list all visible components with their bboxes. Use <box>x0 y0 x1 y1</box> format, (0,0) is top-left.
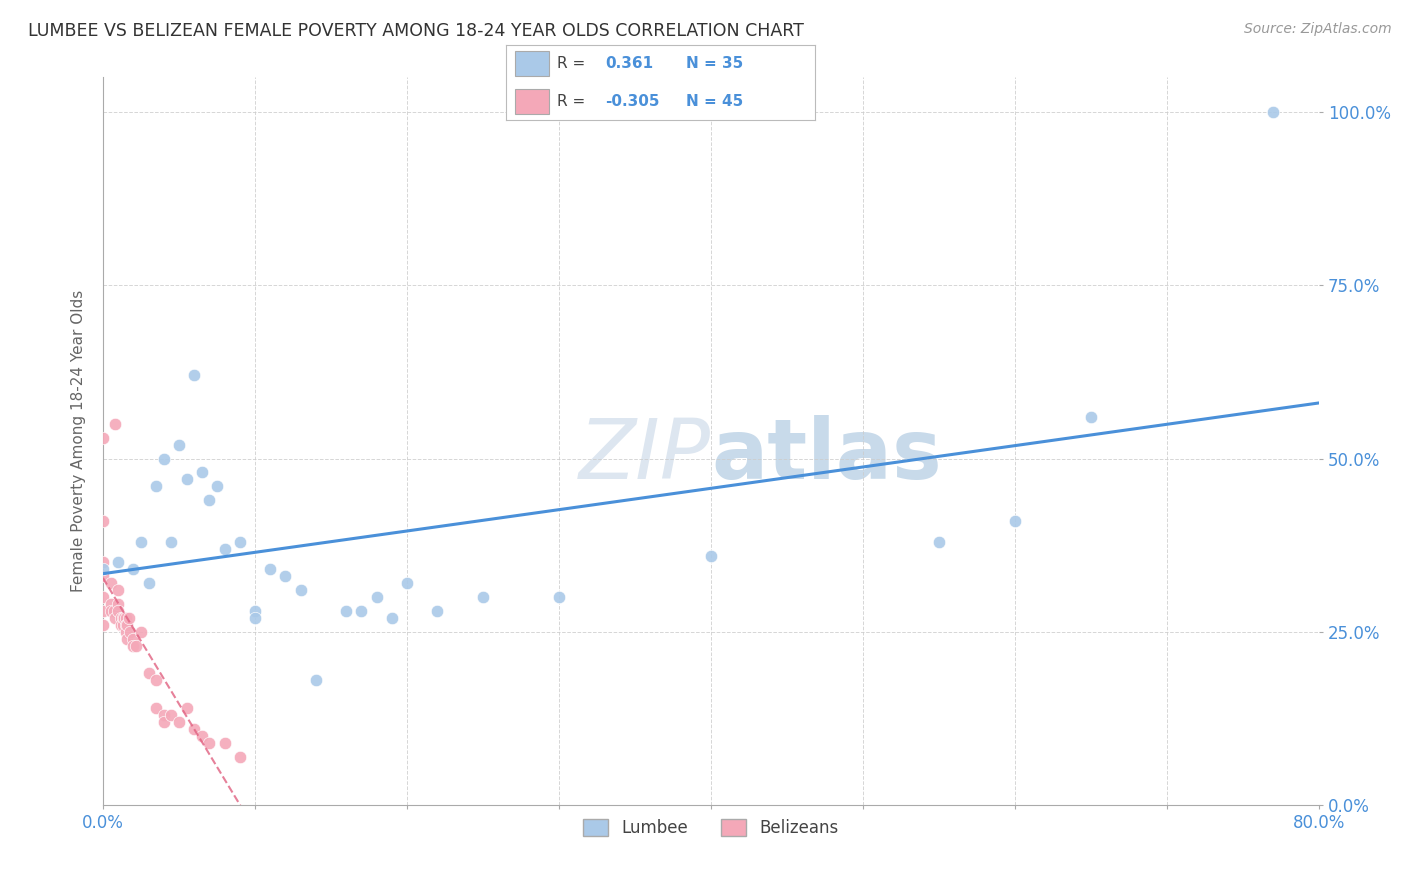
Point <box>228 534 250 549</box>
Text: R =: R = <box>557 94 591 109</box>
Point <box>145 701 167 715</box>
Point <box>107 604 129 618</box>
Point <box>205 479 228 493</box>
Y-axis label: Female Poverty Among 18-24 Year Olds: Female Poverty Among 18-24 Year Olds <box>72 290 86 592</box>
Text: 0.361: 0.361 <box>605 56 654 71</box>
Point <box>152 451 174 466</box>
Point <box>290 583 312 598</box>
Point <box>190 466 212 480</box>
Point <box>104 611 127 625</box>
Point <box>138 576 160 591</box>
Point <box>381 611 404 625</box>
Point <box>111 618 134 632</box>
Point <box>214 736 236 750</box>
Text: -0.305: -0.305 <box>605 94 659 109</box>
Point <box>129 624 152 639</box>
Point <box>100 604 122 618</box>
Point <box>160 534 183 549</box>
Point <box>103 604 125 618</box>
Point <box>91 618 114 632</box>
Point <box>259 562 281 576</box>
Point <box>114 618 136 632</box>
Point <box>1263 105 1285 120</box>
Point <box>125 639 148 653</box>
Point <box>91 556 114 570</box>
Point <box>366 590 388 604</box>
Point <box>114 624 136 639</box>
FancyBboxPatch shape <box>516 52 550 77</box>
Point <box>122 562 145 576</box>
Point <box>1080 409 1102 424</box>
Point <box>118 611 141 625</box>
Text: LUMBEE VS BELIZEAN FEMALE POVERTY AMONG 18-24 YEAR OLDS CORRELATION CHART: LUMBEE VS BELIZEAN FEMALE POVERTY AMONG … <box>28 22 804 40</box>
Point <box>91 514 114 528</box>
Point <box>91 604 114 618</box>
Point <box>198 493 221 508</box>
Point <box>243 604 266 618</box>
Point <box>350 604 373 618</box>
Point <box>100 576 122 591</box>
Point <box>198 736 221 750</box>
Point <box>107 556 129 570</box>
Point <box>122 632 145 646</box>
Point <box>700 549 723 563</box>
Point <box>160 707 183 722</box>
Point <box>104 417 127 431</box>
Point <box>167 438 190 452</box>
Point <box>167 714 190 729</box>
Point <box>190 729 212 743</box>
Text: Source: ZipAtlas.com: Source: ZipAtlas.com <box>1244 22 1392 37</box>
Point <box>145 673 167 688</box>
Point <box>115 632 138 646</box>
Point <box>395 576 418 591</box>
Point <box>274 569 297 583</box>
Point <box>176 472 198 486</box>
Point <box>471 590 494 604</box>
Point <box>122 639 145 653</box>
Point <box>110 611 132 625</box>
Point <box>114 611 136 625</box>
Point <box>228 749 250 764</box>
Text: ZIP: ZIP <box>579 416 711 496</box>
Point <box>548 590 571 604</box>
Point <box>152 707 174 722</box>
FancyBboxPatch shape <box>516 89 550 114</box>
Point <box>100 597 122 611</box>
Point <box>305 673 328 688</box>
Point <box>426 604 449 618</box>
Point <box>1004 514 1026 528</box>
Point <box>91 569 114 583</box>
Point <box>115 618 138 632</box>
Point <box>145 479 167 493</box>
Point <box>91 562 114 576</box>
Point <box>183 722 205 736</box>
Point <box>183 368 205 383</box>
Point <box>112 611 135 625</box>
Point <box>214 541 236 556</box>
Text: N = 35: N = 35 <box>686 56 742 71</box>
Point <box>928 534 950 549</box>
Text: R =: R = <box>557 56 591 71</box>
Point <box>176 701 198 715</box>
Point <box>91 431 114 445</box>
Legend: Lumbee, Belizeans: Lumbee, Belizeans <box>576 813 845 844</box>
Point <box>120 624 142 639</box>
Point <box>335 604 357 618</box>
Point <box>129 534 152 549</box>
Point <box>111 611 134 625</box>
Text: atlas: atlas <box>711 416 942 496</box>
Point <box>91 590 114 604</box>
Point <box>107 583 129 598</box>
Point <box>152 714 174 729</box>
Point <box>243 611 266 625</box>
Text: N = 45: N = 45 <box>686 94 742 109</box>
Point <box>138 666 160 681</box>
Point <box>107 597 129 611</box>
Point <box>110 618 132 632</box>
